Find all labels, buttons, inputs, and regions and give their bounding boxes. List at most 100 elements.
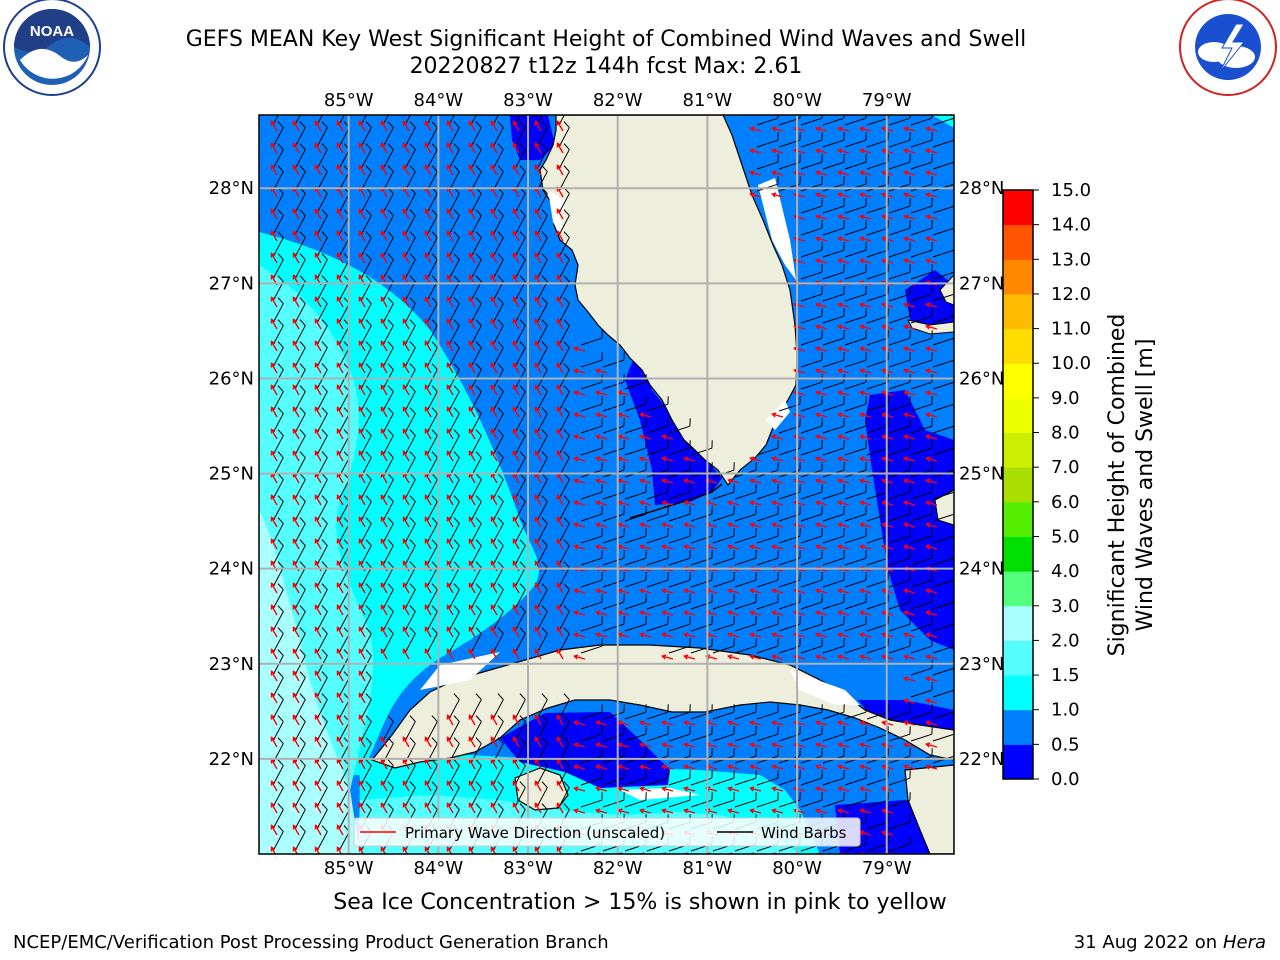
wave-direction-arrow (424, 802, 432, 814)
wind-barb (844, 154, 867, 170)
wave-direction-arrow (292, 406, 300, 418)
wave-direction-arrow (595, 412, 608, 418)
wind-barb (910, 484, 933, 500)
wave-direction-arrow (512, 120, 520, 132)
wind-barb (800, 286, 823, 302)
wave-direction-arrow (380, 604, 388, 616)
wind-barb (360, 627, 372, 654)
wind-barb (470, 253, 482, 280)
wind-barb (888, 286, 911, 302)
wind-barb (382, 143, 394, 170)
wind-barb (448, 583, 460, 610)
wave-direction-arrow (925, 346, 938, 352)
footer-branch: NCEP/EMC/Verification Post Processing Pr… (13, 932, 609, 953)
wind-barb (404, 297, 416, 324)
wind-barb (734, 484, 757, 500)
wave-direction-arrow (292, 714, 300, 726)
wind-barb (822, 396, 845, 412)
wave-direction-arrow (837, 214, 850, 220)
wind-barb (492, 759, 504, 786)
wind-barb (404, 341, 416, 368)
wave-direction-arrow (837, 610, 850, 616)
wind-barb (756, 638, 779, 654)
wind-barb (602, 550, 625, 566)
colorbar-segment (1003, 224, 1033, 260)
wind-barb (646, 572, 669, 588)
wave-direction-arrow (270, 670, 278, 682)
wind-barb (382, 759, 394, 786)
wind-barb (382, 275, 394, 302)
wind-barb (426, 561, 438, 588)
wind-barb (470, 275, 482, 302)
wave-direction-arrow (424, 736, 432, 748)
wave-direction-arrow (512, 582, 520, 594)
wind-barb (646, 616, 669, 632)
wind-barb (822, 264, 845, 280)
wave-direction-arrow (595, 478, 608, 484)
wave-direction-arrow (336, 450, 344, 462)
wind-barb (866, 550, 889, 566)
wind-barb (712, 594, 735, 610)
wind-barb (294, 473, 306, 500)
wind-barb (756, 792, 779, 808)
lat-label-right: 27°N (959, 273, 1004, 294)
colorbar-tick-label: 9.0 (1051, 388, 1080, 409)
wave-direction-arrow (815, 192, 828, 198)
wave-direction-arrow (490, 428, 498, 440)
wave-direction-arrow (573, 478, 586, 484)
wave-direction-arrow (468, 428, 476, 440)
wave-direction-arrow (314, 428, 322, 440)
wave-direction-arrow (903, 764, 916, 770)
wave-direction-arrow (639, 500, 652, 506)
wave-direction-arrow (270, 230, 278, 242)
wave-direction-arrow (512, 714, 520, 726)
wave-direction-arrow (573, 390, 586, 396)
wave-direction-arrow (512, 604, 520, 616)
wind-barb (316, 253, 328, 280)
wave-direction-arrow (446, 340, 454, 352)
wind-barb (910, 154, 933, 170)
wind-barb (448, 517, 460, 544)
wind-barb (602, 528, 625, 544)
wave-direction-arrow (490, 362, 498, 374)
wind-barb (888, 572, 911, 588)
wave-direction-arrow (534, 318, 542, 330)
wind-barb (558, 605, 570, 632)
wind-barb (514, 583, 526, 610)
wind-barb (800, 440, 823, 456)
wind-barb (448, 275, 460, 302)
wind-barb (888, 528, 911, 544)
wind-barb (668, 484, 691, 500)
wind-barb (294, 253, 306, 280)
wind-barb (624, 418, 647, 434)
colorbar-tick-label: 5.0 (1051, 526, 1080, 547)
wave-direction-arrow (380, 362, 388, 374)
wave-direction-arrow (556, 208, 564, 220)
wind-barb (668, 704, 691, 720)
wind-barb (844, 330, 867, 346)
wind-barb (316, 275, 328, 302)
wind-barb (294, 561, 306, 588)
colorbar-tick-label: 12.0 (1051, 284, 1091, 305)
wind-barb (822, 638, 845, 654)
wind-barb (360, 253, 372, 280)
wind-barb (888, 770, 911, 786)
lat-label-right: 28°N (959, 178, 1004, 199)
wave-direction-arrow (925, 148, 938, 154)
wave-direction-arrow (358, 802, 366, 814)
wind-barb (404, 407, 416, 434)
wave-direction-arrow (490, 714, 498, 726)
wind-barb (492, 539, 504, 566)
wind-barb (558, 231, 570, 258)
colorbar-segment (1003, 640, 1033, 676)
wind-barb (646, 594, 669, 610)
wind-barb (756, 704, 779, 720)
wave-direction-arrow (336, 692, 344, 704)
wind-barb (536, 407, 548, 434)
wind-barb (580, 792, 603, 808)
wave-direction-arrow (771, 720, 784, 726)
wind-barb (404, 517, 416, 544)
wind-barb (712, 726, 735, 742)
wave-direction-arrow (402, 604, 410, 616)
wave-direction-arrow (771, 192, 784, 198)
